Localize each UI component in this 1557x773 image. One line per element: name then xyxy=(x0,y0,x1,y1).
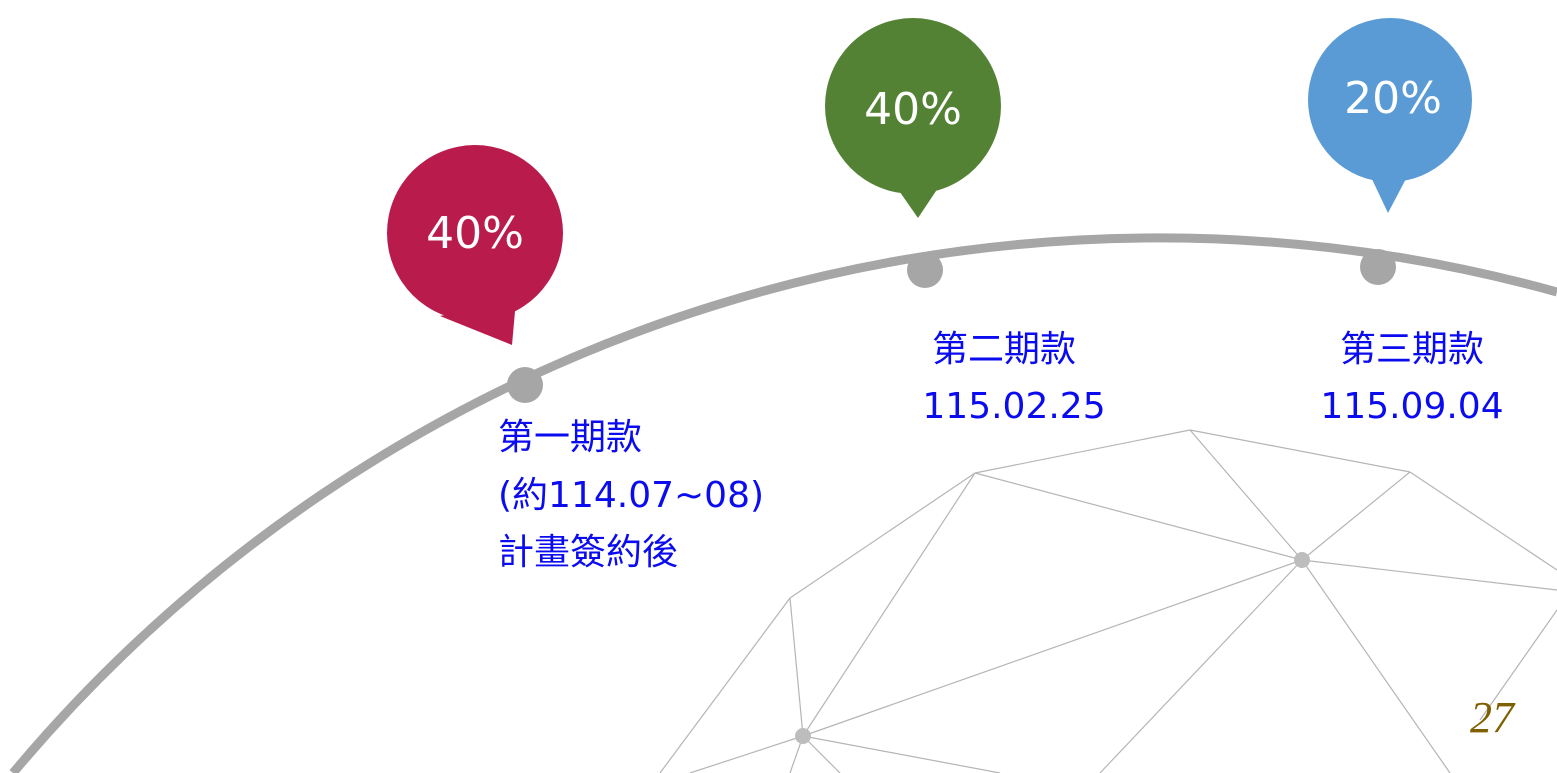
decorative-web xyxy=(660,430,1557,773)
slide: 40% 第一期款 (約114.07~08) 計畫簽約後 40% 第二期款 115… xyxy=(0,0,1557,773)
milestone-title: 第三期款 xyxy=(1340,329,1484,370)
page-number: 27 xyxy=(1470,693,1516,742)
percent: 40% xyxy=(864,84,962,135)
milestone-title: 第一期款 xyxy=(498,417,642,458)
timeline-arc xyxy=(13,238,1557,773)
milestone: 20% 第三期款 115.09.04 xyxy=(1308,18,1504,427)
percent: 40% xyxy=(426,208,524,259)
milestone-title: 第二期款 xyxy=(932,329,1076,370)
milestone-line: 計畫簽約後 xyxy=(498,532,678,573)
milestone-line: 115.09.04 xyxy=(1320,386,1503,427)
milestone-line: (約114.07~08) xyxy=(498,475,764,516)
milestone-line: 115.02.25 xyxy=(922,386,1105,427)
milestone: 40% 第二期款 115.02.25 xyxy=(825,18,1106,427)
percent: 20% xyxy=(1344,73,1442,124)
